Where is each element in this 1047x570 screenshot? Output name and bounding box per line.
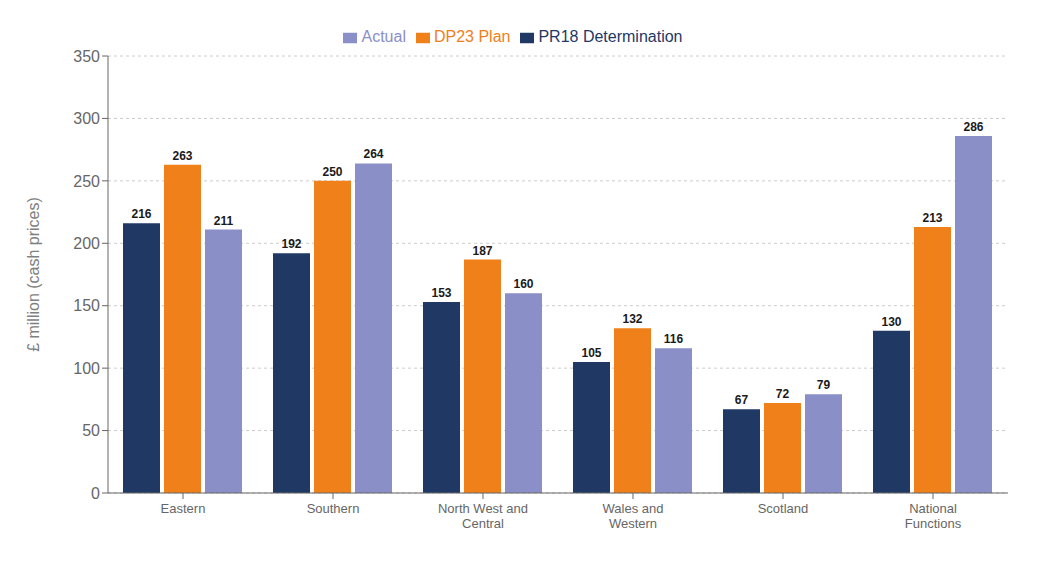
svg-text:250: 250: [73, 173, 100, 190]
svg-text:187: 187: [472, 244, 492, 258]
svg-text:150: 150: [73, 297, 100, 314]
svg-text:Wales andWestern: Wales andWestern: [603, 501, 664, 531]
svg-text:72: 72: [776, 387, 790, 401]
svg-text:211: 211: [214, 214, 234, 228]
svg-text:350: 350: [73, 48, 100, 65]
svg-text:NationalFunctions: NationalFunctions: [905, 501, 962, 531]
svg-text:79: 79: [817, 378, 831, 392]
html-text:Actual: Actual: [361, 28, 406, 45]
svg-text:67: 67: [735, 393, 749, 407]
svg-text:300: 300: [73, 110, 100, 127]
svg-text:£ million (cash prices): £ million (cash prices): [25, 197, 42, 352]
svg-text:50: 50: [82, 422, 100, 439]
svg-text:160: 160: [513, 277, 533, 291]
svg-text:216: 216: [131, 207, 151, 221]
svg-text:200: 200: [73, 235, 100, 252]
svg-text:100: 100: [73, 360, 100, 377]
svg-text:286: 286: [963, 120, 983, 134]
html-text:PR18 Determination: PR18 Determination: [538, 28, 683, 45]
svg-text:130: 130: [881, 315, 901, 329]
svg-text:153: 153: [431, 286, 451, 300]
svg-text:North West andCentral: North West andCentral: [438, 501, 528, 531]
svg-text:Southern: Southern: [307, 501, 360, 516]
svg-text:132: 132: [622, 312, 642, 326]
svg-text:263: 263: [172, 149, 192, 163]
svg-text:264: 264: [363, 147, 383, 161]
svg-text:Scotland: Scotland: [758, 501, 809, 516]
svg-text:213: 213: [922, 211, 942, 225]
svg-text:0: 0: [91, 485, 100, 502]
svg-text:192: 192: [281, 237, 301, 251]
svg-text:116: 116: [664, 332, 684, 346]
html-text:DP23 Plan: DP23 Plan: [433, 28, 511, 45]
svg-text:250: 250: [322, 165, 342, 179]
svg-text:105: 105: [581, 346, 601, 360]
svg-text:Eastern: Eastern: [161, 501, 206, 516]
